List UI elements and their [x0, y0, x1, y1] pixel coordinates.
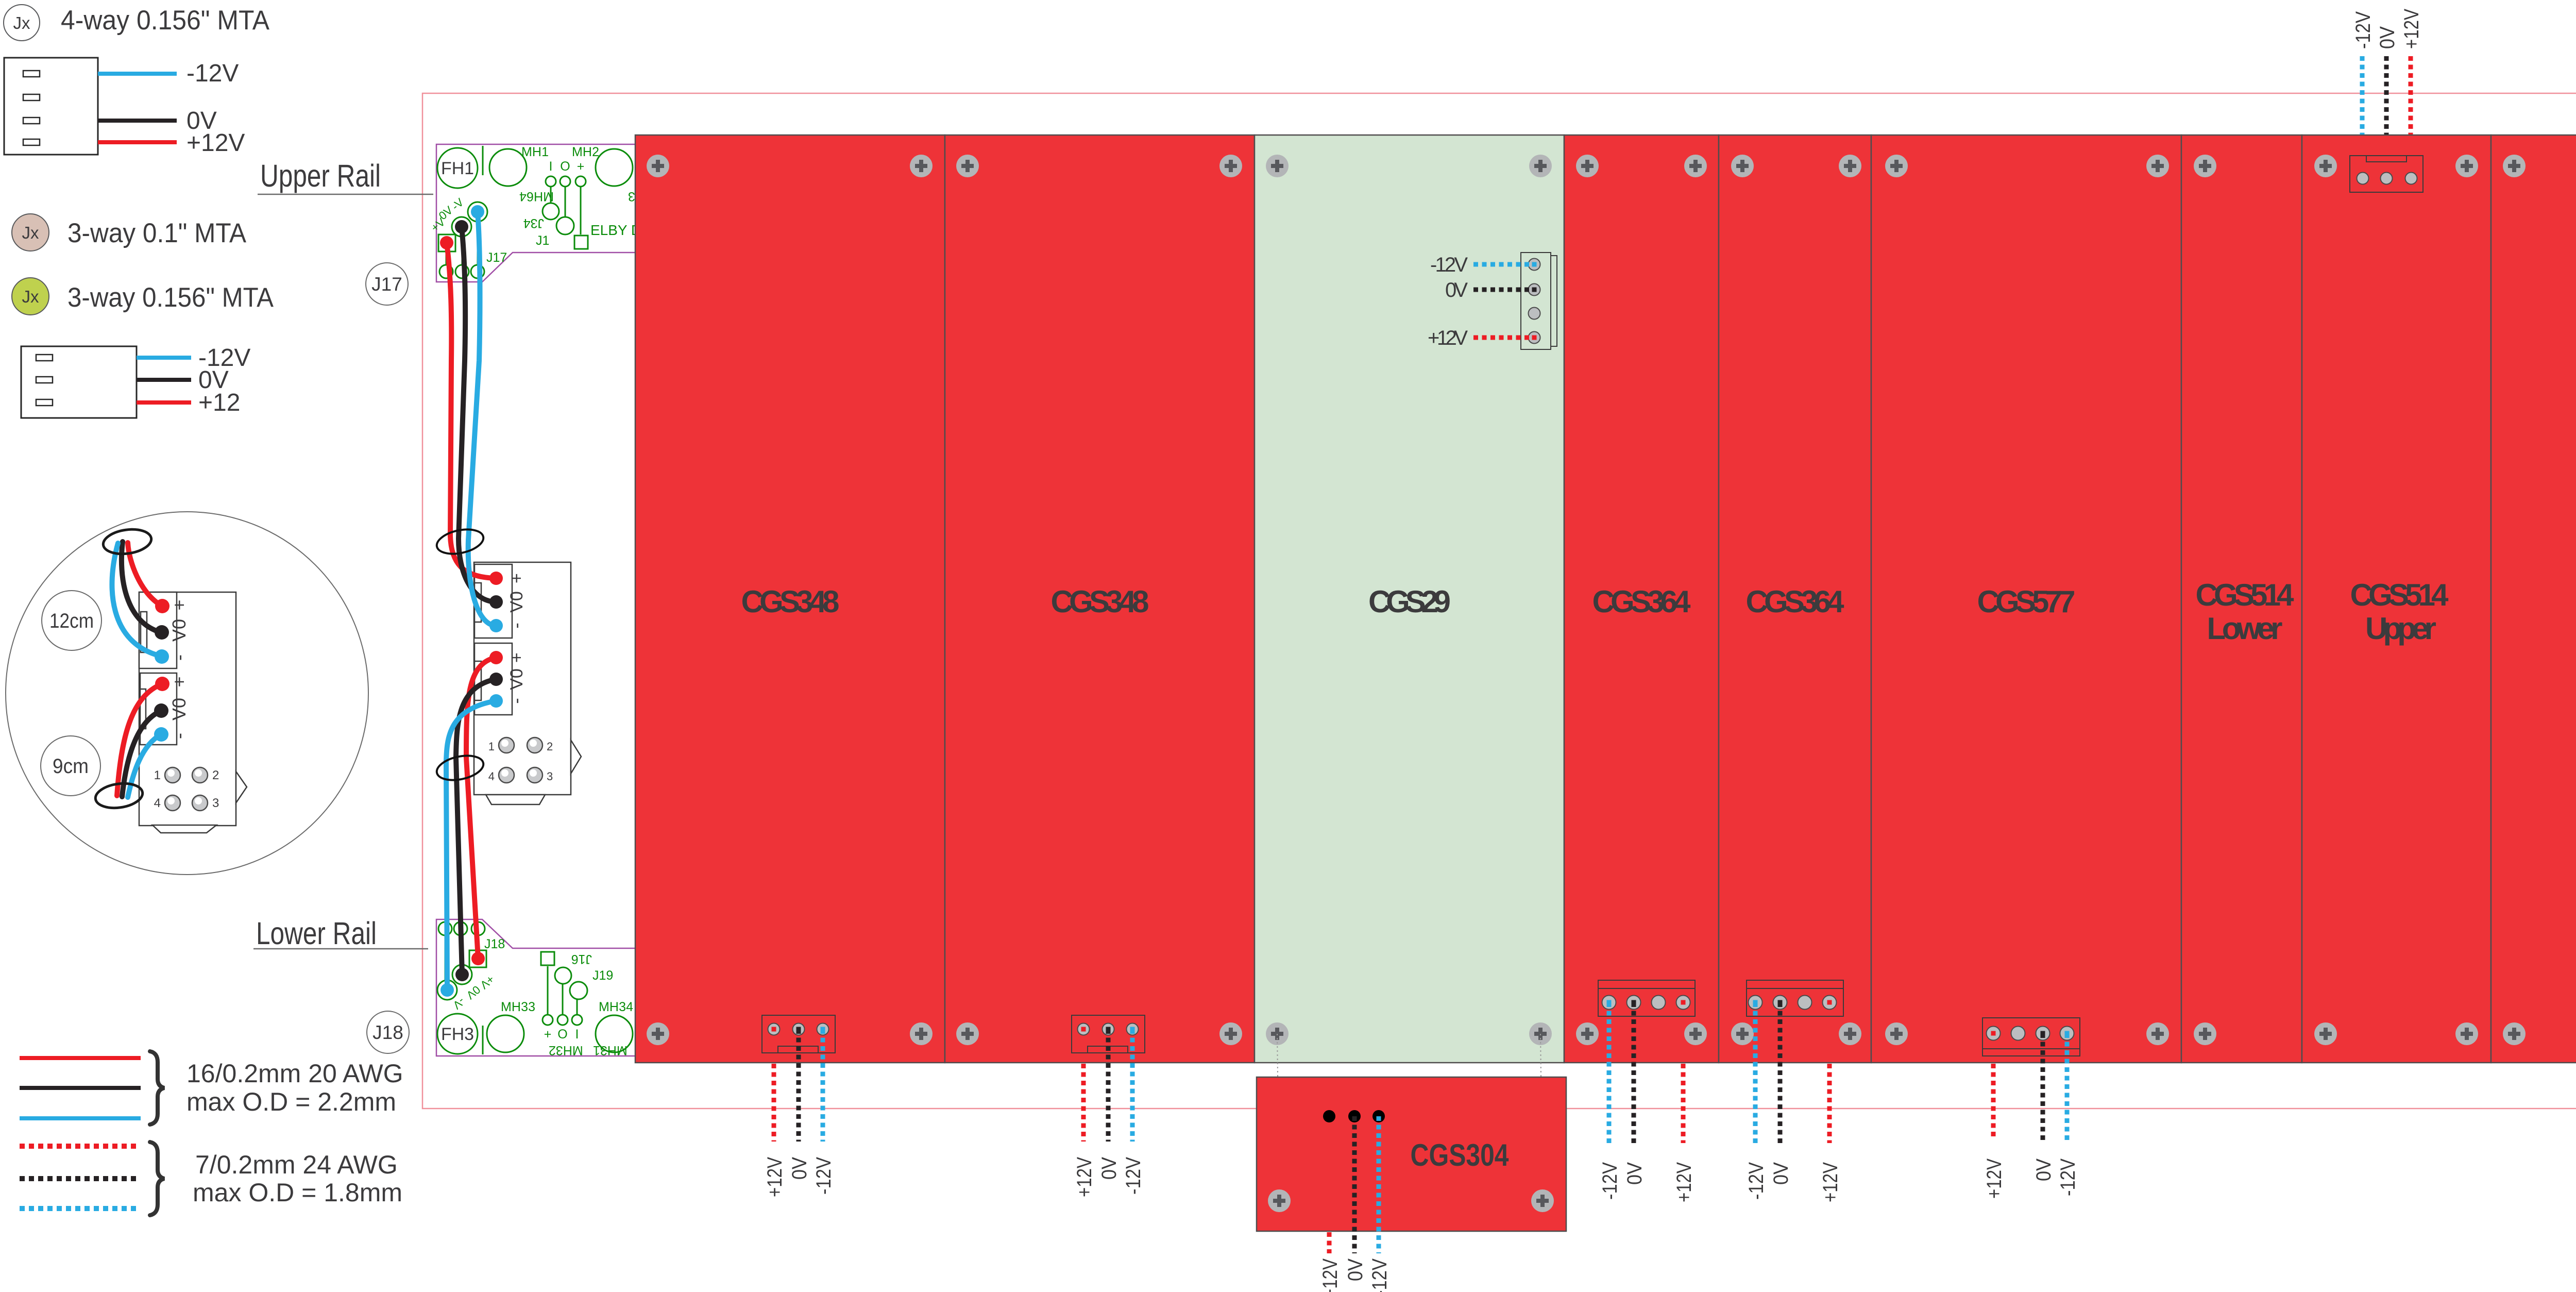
- svg-text:0V: 0V: [187, 107, 217, 135]
- svg-text:-12V: -12V: [2057, 1159, 2079, 1196]
- svg-text:J16: J16: [571, 952, 592, 966]
- svg-text:+12V: +12V: [764, 1157, 786, 1197]
- svg-text:0V: 0V: [788, 1157, 811, 1180]
- svg-text:MH33: MH33: [501, 1000, 535, 1014]
- svg-text:+12V: +12V: [2400, 9, 2423, 49]
- svg-text:V0: V0: [507, 591, 527, 613]
- svg-text:I: I: [575, 1027, 579, 1042]
- svg-text:MH1: MH1: [521, 145, 549, 159]
- svg-text:V0: V0: [168, 698, 190, 720]
- svg-text:CGS348: CGS348: [741, 584, 840, 619]
- svg-text:CGS364: CGS364: [1746, 584, 1845, 619]
- svg-text:-: -: [507, 623, 527, 628]
- svg-text:4-way 0.156" MTA: 4-way 0.156" MTA: [61, 5, 270, 36]
- svg-text:+12V: +12V: [1073, 1157, 1096, 1197]
- svg-text:FH1: FH1: [441, 159, 474, 178]
- svg-text:-: -: [507, 698, 527, 703]
- svg-text:0V: 0V: [1098, 1157, 1121, 1180]
- svg-text:+: +: [577, 159, 585, 174]
- svg-text:Jx: Jx: [22, 223, 40, 242]
- svg-text:FH3: FH3: [441, 1025, 474, 1044]
- svg-text:J19: J19: [592, 968, 613, 983]
- svg-text:MH31: MH31: [593, 1043, 628, 1058]
- svg-text:+12V: +12V: [1983, 1159, 2006, 1199]
- svg-text:MH64: MH64: [519, 189, 554, 204]
- svg-text:-12V: -12V: [187, 60, 239, 87]
- svg-text:-12V: -12V: [812, 1157, 835, 1195]
- svg-text:-12V: -12V: [1745, 1162, 1768, 1200]
- svg-text:-12V: -12V: [1368, 1259, 1391, 1292]
- svg-text:max O.D = 1.8mm: max O.D = 1.8mm: [193, 1178, 402, 1207]
- svg-text:9cm: 9cm: [53, 755, 89, 778]
- svg-text:0V: 0V: [1344, 1259, 1367, 1281]
- svg-text:CGS304: CGS304: [1411, 1138, 1510, 1172]
- svg-text:CGS29: CGS29: [1368, 584, 1451, 619]
- svg-text:Lower Rail: Lower Rail: [256, 916, 377, 951]
- svg-text:MH34: MH34: [599, 1000, 633, 1014]
- svg-text:Jx: Jx: [22, 287, 40, 306]
- svg-text:3: 3: [212, 796, 219, 810]
- svg-text:+: +: [544, 1027, 552, 1042]
- svg-text:+12V: +12V: [187, 129, 245, 157]
- svg-text:+: +: [507, 573, 527, 583]
- svg-text:J17: J17: [371, 274, 402, 295]
- svg-text:+: +: [168, 599, 190, 610]
- svg-text:-12V: -12V: [1599, 1162, 1621, 1200]
- svg-text:+12V: +12V: [1319, 1259, 1342, 1292]
- svg-text:CGS577: CGS577: [1977, 584, 2076, 619]
- svg-text:1: 1: [154, 768, 161, 782]
- svg-text:4: 4: [154, 796, 161, 810]
- svg-text:1: 1: [488, 740, 495, 753]
- svg-text:16/0.2mm 20 AWG: 16/0.2mm 20 AWG: [187, 1059, 403, 1088]
- svg-text:J18: J18: [372, 1022, 403, 1043]
- svg-text:0V: 0V: [1770, 1162, 1792, 1185]
- svg-text:MH2: MH2: [572, 145, 599, 159]
- svg-text:Jx: Jx: [13, 13, 31, 32]
- svg-text:J18: J18: [484, 937, 505, 951]
- svg-text:max O.D = 2.2mm: max O.D = 2.2mm: [187, 1087, 396, 1116]
- svg-text:3-way 0.1" MTA: 3-way 0.1" MTA: [67, 218, 247, 248]
- svg-text:0V: 0V: [198, 366, 229, 394]
- svg-text:-12V: -12V: [198, 344, 250, 372]
- svg-text:7/0.2mm 24 AWG: 7/0.2mm 24 AWG: [195, 1150, 398, 1179]
- svg-text:+12V: +12V: [1428, 327, 1468, 349]
- svg-text:CGS364: CGS364: [1592, 584, 1691, 619]
- svg-text:O: O: [557, 1027, 567, 1042]
- svg-text:-: -: [168, 733, 190, 739]
- svg-text:V0: V0: [168, 619, 190, 642]
- svg-text:I: I: [549, 159, 553, 174]
- svg-text:0V: 0V: [1623, 1162, 1646, 1185]
- svg-text:Upper Rail: Upper Rail: [260, 158, 381, 193]
- svg-text:-12V: -12V: [2352, 11, 2375, 49]
- svg-text:3: 3: [547, 770, 553, 783]
- svg-text:2: 2: [212, 768, 219, 782]
- svg-text:+12: +12: [198, 389, 240, 416]
- svg-text:+12V: +12V: [1673, 1162, 1696, 1202]
- svg-text:J34: J34: [523, 216, 544, 230]
- svg-text:-12V: -12V: [1430, 254, 1468, 276]
- svg-text:0V: 0V: [1445, 279, 1468, 301]
- svg-text:12cm: 12cm: [49, 610, 94, 632]
- svg-text:J1: J1: [536, 233, 549, 248]
- svg-text:O: O: [560, 159, 570, 174]
- svg-text:Upper: Upper: [2365, 611, 2436, 646]
- svg-text:+12V: +12V: [1819, 1162, 1842, 1202]
- svg-text:Lower: Lower: [2207, 611, 2283, 646]
- svg-text:CGS514: CGS514: [2350, 578, 2449, 612]
- svg-text:+: +: [168, 676, 190, 687]
- svg-text:J17: J17: [486, 250, 507, 265]
- svg-text:-: -: [168, 655, 190, 661]
- svg-text:CGS514: CGS514: [2196, 578, 2295, 612]
- svg-text:V0: V0: [507, 668, 527, 690]
- svg-text:2: 2: [547, 740, 553, 753]
- svg-text:CGS348: CGS348: [1051, 584, 1149, 619]
- svg-text:0V: 0V: [2376, 26, 2399, 49]
- svg-text:-12V: -12V: [1122, 1157, 1145, 1195]
- svg-text:4: 4: [488, 770, 495, 783]
- svg-text:0V: 0V: [2032, 1159, 2055, 1181]
- svg-text:3-way 0.156" MTA: 3-way 0.156" MTA: [67, 282, 274, 313]
- svg-text:MH32: MH32: [549, 1043, 583, 1058]
- svg-text:+: +: [507, 652, 527, 663]
